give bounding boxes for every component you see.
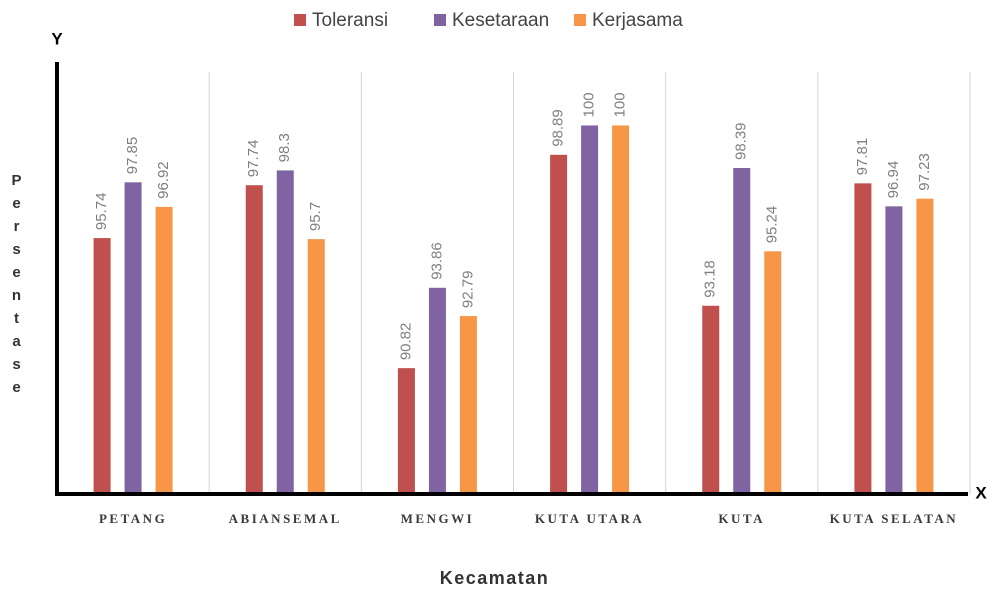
- bar: [885, 206, 903, 494]
- value-label: 98.39: [733, 122, 750, 160]
- bar: [459, 316, 477, 494]
- legend-label: Kerjasama: [592, 10, 683, 31]
- x-tick-label: KUTA UTARA: [534, 511, 645, 526]
- value-label: 95.24: [764, 206, 781, 244]
- bar: [854, 183, 872, 494]
- bar: [764, 251, 782, 494]
- value-label: 95.7: [307, 202, 324, 231]
- x-tick-label: KUTA: [718, 511, 766, 526]
- x-axis-title: Kecamatan: [439, 568, 550, 588]
- bar: [702, 305, 720, 494]
- y-axis-letter: Y: [51, 29, 63, 48]
- value-label: 98.3: [276, 133, 293, 162]
- legend-label: Toleransi: [312, 10, 388, 31]
- value-label: 92.79: [459, 271, 476, 309]
- value-label: 100: [612, 92, 629, 117]
- bar: [612, 125, 630, 494]
- value-label: 97.81: [854, 138, 871, 176]
- value-label: 90.82: [397, 323, 414, 361]
- bar: [93, 238, 111, 494]
- value-label: 93.86: [428, 242, 445, 280]
- value-label: 96.92: [155, 161, 172, 199]
- legend-label: Kesetaraan: [452, 10, 549, 31]
- bar: [155, 206, 173, 494]
- y-axis-title: Persentase: [8, 172, 25, 402]
- bar: [428, 287, 446, 494]
- value-label: 97.85: [124, 137, 141, 175]
- value-label: 93.18: [702, 260, 719, 298]
- bar: [245, 185, 263, 494]
- bar: [276, 170, 294, 494]
- bar: [124, 182, 142, 494]
- legend-swatch: [294, 14, 306, 26]
- legend-swatch: [434, 14, 446, 26]
- value-label: 95.74: [93, 193, 110, 231]
- legend-swatch: [574, 14, 586, 26]
- bar: [581, 125, 599, 494]
- value-label: 97.23: [916, 153, 933, 191]
- value-label: 97.74: [245, 140, 262, 178]
- bar: [397, 368, 415, 494]
- x-tick-label: KUTA SELATAN: [829, 511, 959, 526]
- bar: [733, 168, 751, 494]
- value-label: 96.94: [885, 161, 902, 199]
- x-tick-label: ABIANSEMAL: [228, 511, 342, 526]
- x-axis-letter: X: [975, 483, 987, 502]
- bar: [916, 198, 934, 495]
- x-tick-label: PETANG: [98, 511, 168, 526]
- bar: [550, 154, 568, 494]
- value-label: 98.89: [550, 109, 567, 147]
- x-tick-label: MENGWI: [400, 511, 475, 526]
- value-label: 100: [581, 92, 598, 117]
- bar: [307, 239, 325, 494]
